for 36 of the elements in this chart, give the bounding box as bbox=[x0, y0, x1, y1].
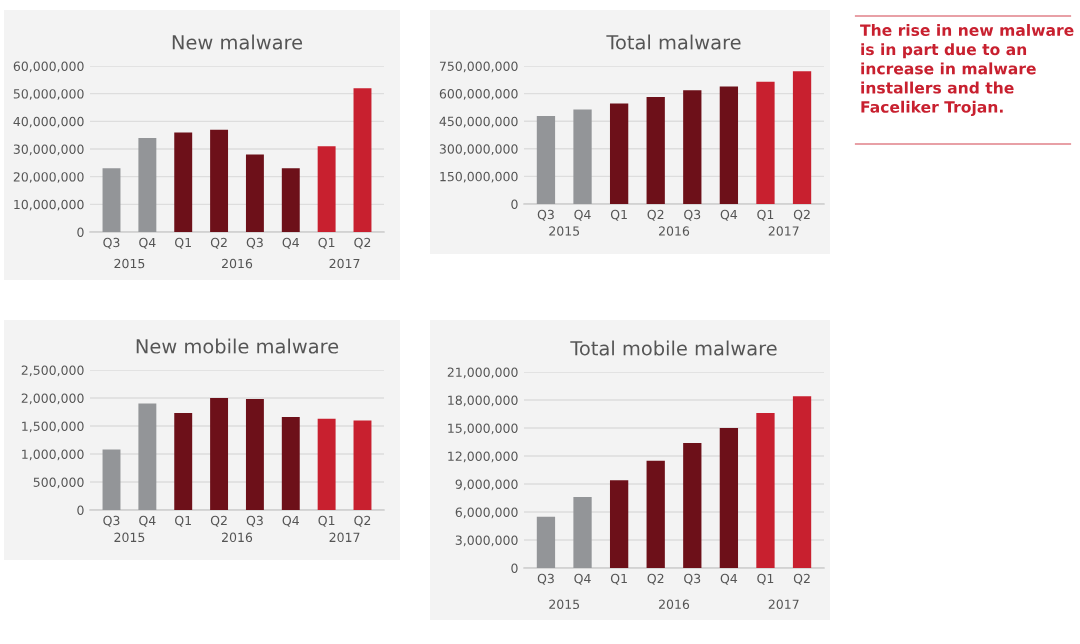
bar bbox=[245, 399, 264, 510]
bar bbox=[719, 428, 739, 568]
chart-title: New mobile malware bbox=[136, 338, 339, 354]
bar bbox=[756, 81, 775, 204]
bar bbox=[210, 398, 229, 510]
bar bbox=[353, 88, 372, 232]
bar bbox=[609, 480, 629, 568]
bar bbox=[536, 116, 556, 204]
bar bbox=[573, 497, 592, 568]
chart-title: Total malware bbox=[606, 34, 741, 50]
bar bbox=[281, 168, 300, 232]
bar bbox=[353, 420, 372, 510]
bar bbox=[138, 403, 157, 510]
chart-title: New malware bbox=[172, 34, 303, 50]
bar bbox=[281, 417, 300, 510]
bar bbox=[609, 103, 629, 204]
bar bbox=[317, 418, 336, 510]
bar bbox=[792, 396, 812, 568]
bar bbox=[102, 449, 121, 510]
bar bbox=[683, 442, 702, 568]
bar bbox=[245, 154, 264, 232]
bar bbox=[174, 132, 193, 232]
bar bbox=[719, 86, 739, 204]
bar bbox=[102, 168, 121, 232]
bar bbox=[646, 460, 665, 568]
bar bbox=[792, 71, 812, 204]
bar bbox=[756, 413, 775, 568]
bar bbox=[174, 413, 193, 510]
chart-title: Total mobile malware bbox=[570, 340, 777, 356]
bar bbox=[317, 146, 336, 232]
bar bbox=[573, 109, 592, 204]
bar bbox=[138, 137, 157, 232]
bar bbox=[536, 516, 556, 568]
bar bbox=[646, 96, 665, 204]
bar bbox=[210, 129, 229, 232]
bar bbox=[683, 90, 702, 204]
